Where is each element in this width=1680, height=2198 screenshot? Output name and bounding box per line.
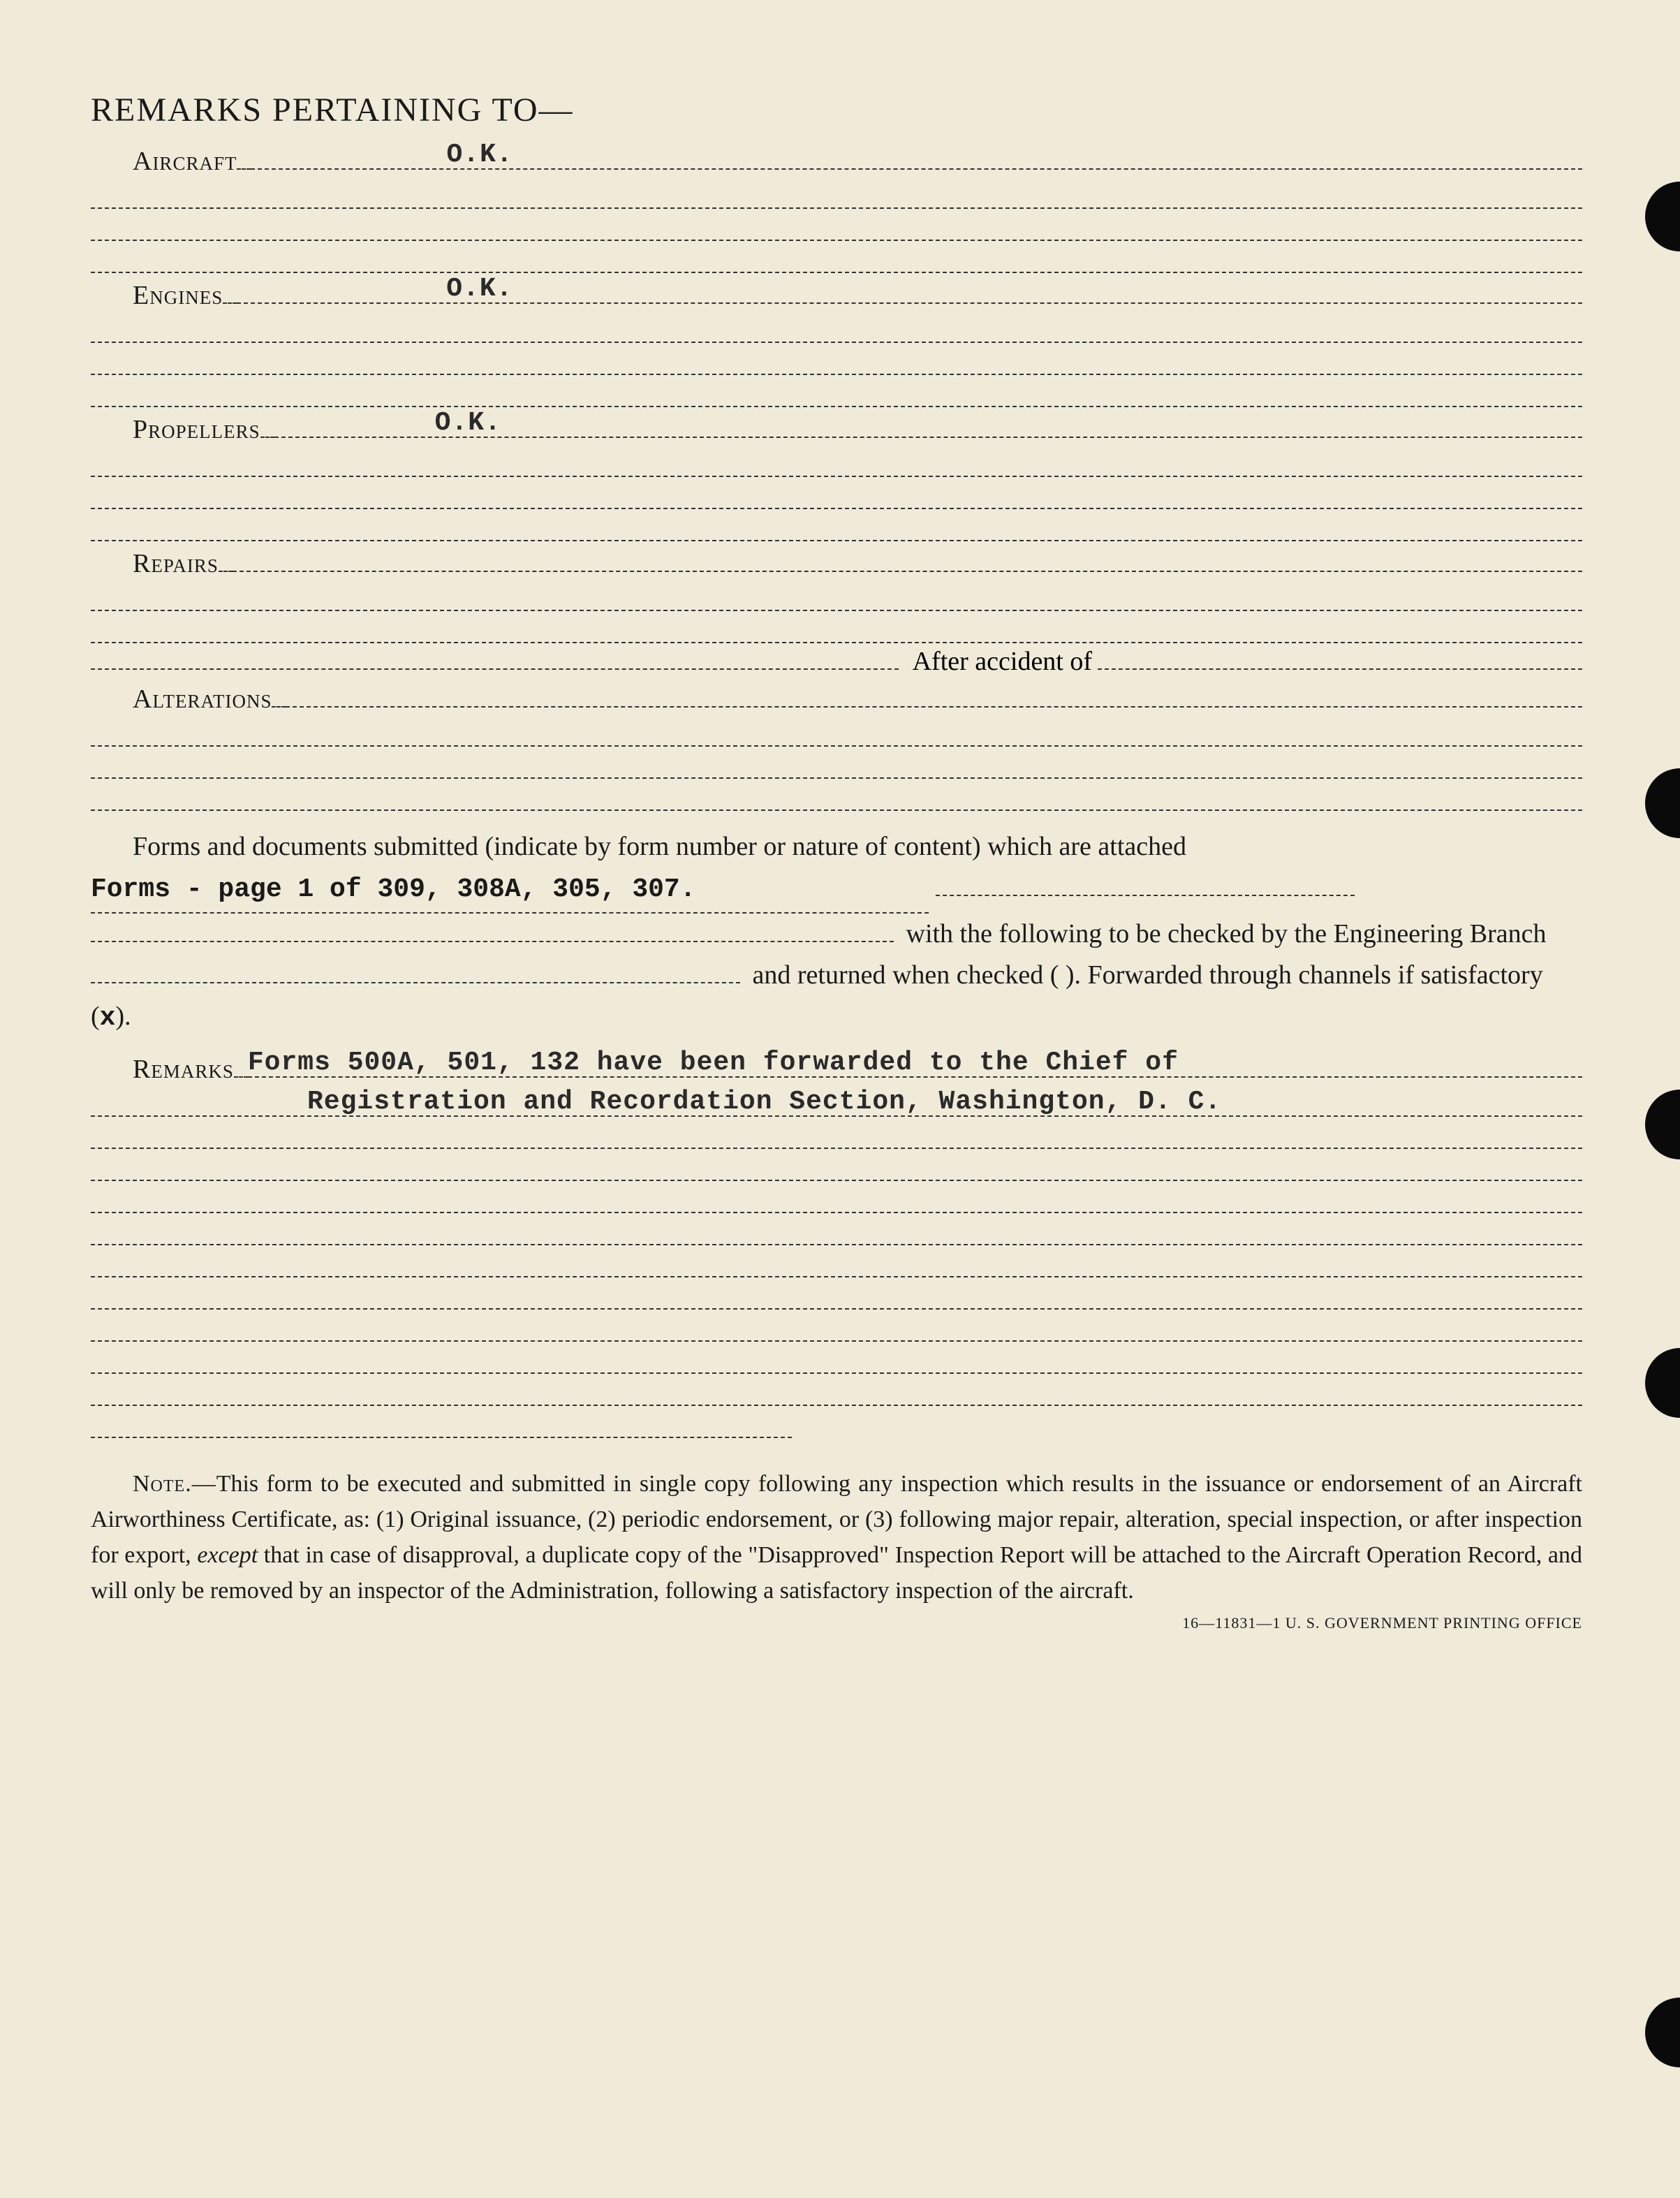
- after-accident-label: After accident of: [899, 646, 1098, 677]
- repairs-label: Repairs: [91, 548, 219, 579]
- aircraft-value: O.K.: [446, 140, 513, 170]
- field-alterations: Alterations: [91, 681, 1582, 715]
- imprint: 16—11831—1 U. S. GOVERNMENT PRINTING OFF…: [91, 1614, 1582, 1632]
- field-propellers: Propellers O.K.: [91, 411, 1582, 445]
- field-remarks: Remarks Forms 500A, 501, 132 have been f…: [91, 1051, 1582, 1085]
- field-engines: Engines O.K.: [91, 277, 1582, 311]
- engines-value: O.K.: [446, 274, 513, 304]
- page-title: REMARKS PERTAINING TO—: [91, 91, 1582, 129]
- punch-hole: [1645, 1090, 1680, 1159]
- propellers-label: Propellers: [91, 414, 260, 445]
- forms-paragraph: Forms and documents submitted (indicate …: [91, 826, 1582, 1039]
- punch-hole: [1645, 1998, 1680, 2067]
- field-repairs: Repairs: [91, 545, 1582, 579]
- punch-hole: [1645, 182, 1680, 251]
- punch-hole: [1645, 1348, 1680, 1418]
- remarks-line2: Registration and Recordation Section, Wa…: [91, 1087, 1221, 1117]
- field-after-accident: After accident of: [91, 643, 1582, 677]
- engines-label: Engines: [91, 280, 223, 311]
- remarks-label: Remarks: [91, 1054, 234, 1085]
- propellers-value: O.K.: [435, 408, 501, 438]
- document-page: REMARKS PERTAINING TO— Aircraft O.K. Eng…: [0, 0, 1680, 2198]
- aircraft-label: Aircraft: [91, 146, 237, 177]
- alterations-label: Alterations: [91, 684, 272, 715]
- satisfactory-checkmark: x: [100, 1003, 116, 1033]
- remarks-line1: Forms 500A, 501, 132 have been forwarded…: [248, 1048, 1179, 1078]
- field-aircraft: Aircraft O.K.: [91, 143, 1582, 177]
- footer-note: Note.—This form to be executed and submi…: [91, 1466, 1582, 1609]
- punch-hole: [1645, 768, 1680, 838]
- attached-forms-value: Forms - page 1 of 309, 308A, 305, 307.: [91, 870, 929, 914]
